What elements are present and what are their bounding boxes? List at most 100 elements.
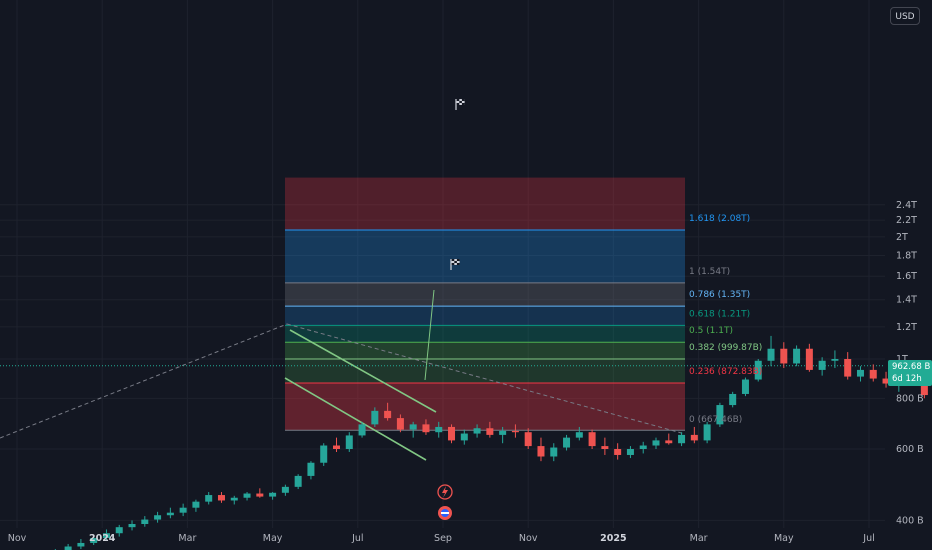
- y-tick-label: 1.4T: [896, 295, 917, 306]
- candle-body: [384, 410, 392, 419]
- candle-body: [920, 382, 928, 396]
- candle-body: [882, 378, 890, 384]
- x-tick-label: Jul: [351, 533, 363, 544]
- y-tick-label: 2T: [896, 232, 908, 243]
- candle-body: [141, 519, 149, 524]
- channel-lower-line: [284, 377, 427, 461]
- candle-body: [537, 446, 545, 457]
- candle-body: [256, 493, 264, 497]
- candle-body: [563, 437, 571, 448]
- candle-body: [166, 512, 174, 516]
- candle-body: [460, 433, 468, 441]
- currency-button[interactable]: USD: [890, 7, 920, 25]
- lightning-icon: [437, 484, 453, 500]
- candle-body: [154, 515, 162, 520]
- candle-body: [77, 542, 85, 547]
- candle-body: [716, 405, 724, 425]
- candle-body: [703, 424, 711, 441]
- candle-body: [767, 348, 775, 361]
- x-tick-label: 2025: [600, 533, 626, 544]
- candle-body: [793, 348, 801, 364]
- chart-icons: [437, 99, 465, 520]
- fib-zone: [285, 342, 685, 360]
- dashed-trendline: [0, 323, 288, 439]
- y-tick-label: 800 B: [896, 393, 924, 404]
- x-tick-label: Nov: [519, 533, 538, 544]
- y-tick-label: 1.8T: [896, 250, 917, 261]
- fib-zone: [285, 382, 685, 431]
- fib-level-label: 0.786 (1.35T): [689, 290, 750, 300]
- candle-body: [856, 369, 864, 377]
- candle-body: [345, 435, 353, 449]
- candle-body: [281, 486, 289, 493]
- candle-body: [333, 445, 340, 449]
- y-tick-label: 2.4T: [896, 200, 917, 211]
- y-tick-label: 1T: [896, 354, 908, 365]
- fib-level-label: 0.5 (1.1T): [689, 326, 733, 336]
- candle-body: [652, 440, 660, 446]
- candle-body: [588, 432, 596, 447]
- x-tick-label: Nov: [8, 533, 27, 544]
- candle-body: [780, 348, 788, 364]
- candle-body: [320, 445, 328, 463]
- fib-level-label: 1 (1.54T): [689, 267, 730, 277]
- candle-body: [115, 527, 123, 534]
- candle-body: [409, 424, 417, 430]
- candle-body: [626, 449, 634, 455]
- y-tick-label: 400 B: [896, 515, 924, 526]
- fib-zone: [285, 229, 685, 283]
- fib-zone: [285, 306, 685, 326]
- flag-icon: [455, 99, 465, 110]
- price-tag-value: 962.68 B: [892, 362, 931, 372]
- y-tick-label: 2.2T: [896, 215, 917, 226]
- y-axis: 2.4T 2.2T 2T 1.8T 1.6T 1.4T 1.2T 1T 800 B 600 B 40…: [896, 200, 924, 527]
- fib-zone: [285, 325, 685, 343]
- candle-body: [371, 410, 379, 425]
- candle-body: [678, 434, 686, 444]
- candle-body: [294, 475, 302, 487]
- trendlines: [0, 289, 885, 461]
- candle-body: [754, 360, 762, 380]
- x-tick-label: Jul: [862, 533, 874, 544]
- candle-body: [64, 546, 72, 550]
- fib-level-label: 0.382 (999.87B): [689, 343, 762, 353]
- candle-body: [128, 523, 136, 528]
- candle-body: [499, 430, 507, 435]
- y-tick-label: 600 B: [896, 444, 924, 455]
- fib-level-label: 0 (667.46B): [689, 415, 742, 425]
- fib-zones: [285, 177, 685, 431]
- x-tick-label: May: [263, 533, 283, 544]
- candle-body: [844, 359, 852, 377]
- candle-body: [575, 432, 583, 438]
- projection-line: [424, 289, 435, 381]
- fib-zone: [285, 177, 685, 230]
- fib-zone: [285, 282, 685, 307]
- fib-zone: [285, 359, 685, 383]
- candle-body: [511, 430, 519, 433]
- x-axis: Nov2024MarMayJulSepNov2025MarMayJulSepNo…: [8, 533, 875, 544]
- candle-body: [396, 418, 404, 430]
- candle-body: [243, 493, 251, 498]
- price-tag: 962.68 B 6d 12h: [888, 360, 932, 386]
- candle-body: [741, 379, 749, 394]
- fib-labels: 0 (667.46B) 0.236 (872.83B) 0.382 (999.87B…: [689, 214, 762, 425]
- candle-body: [524, 432, 532, 447]
- x-tick-label: Sep: [434, 533, 452, 544]
- price-tag-countdown: 6d 12h: [892, 374, 922, 384]
- x-tick-label: May: [774, 533, 794, 544]
- candle-body: [639, 445, 647, 449]
- channel-upper-line: [289, 329, 437, 413]
- x-tick-label: Mar: [690, 533, 708, 544]
- candle-body: [358, 424, 366, 436]
- candle-body: [818, 360, 826, 370]
- candle-body: [601, 446, 609, 449]
- candle-body: [473, 428, 481, 434]
- y-tick-label: 1.2T: [896, 322, 917, 333]
- candle-body: [729, 393, 737, 406]
- fib-level-label: 0.236 (872.83B): [689, 367, 762, 377]
- candle-body: [805, 348, 813, 370]
- candle-body: [422, 424, 430, 433]
- earnings-flag-icon: [438, 506, 452, 520]
- candle-body: [205, 495, 213, 502]
